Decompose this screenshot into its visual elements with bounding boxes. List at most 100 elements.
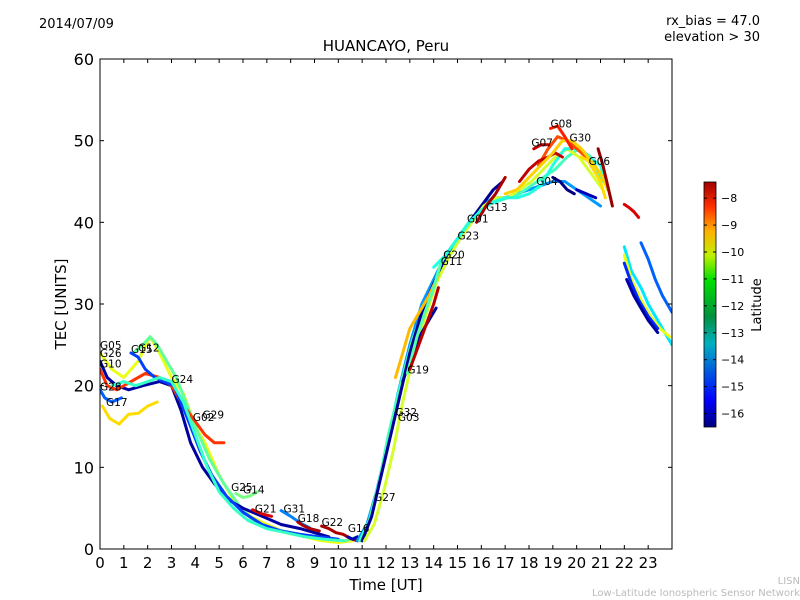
x-tick-label: 21 — [591, 554, 610, 572]
satellite-label: G08 — [551, 119, 573, 131]
rx-bias-label: rx_bias = 47.0 — [666, 14, 760, 29]
satellite-label: G06 — [589, 156, 611, 168]
colorbar-tick-label: −10 — [721, 246, 744, 259]
tec-series-line — [622, 245, 672, 347]
y-tick-label: 50 — [74, 132, 94, 151]
satellite-label: G19 — [407, 364, 429, 376]
colorbar-label: Latitude — [750, 278, 765, 332]
tec-series-line — [405, 253, 448, 375]
satellite-label: G13 — [486, 202, 508, 214]
y-tick-label: 60 — [74, 50, 94, 69]
x-tick-label: 18 — [519, 554, 538, 572]
x-tick-label: 22 — [615, 554, 634, 572]
x-tick-label: 11 — [353, 554, 372, 572]
satellite-label: G18 — [298, 513, 320, 525]
satellite-label: G31 — [284, 503, 306, 515]
colorbar-ticks: −8 −9 −10 −11 −12 −13 −14 −15 −16 — [704, 192, 744, 421]
colorbar-tick-label: −16 — [721, 408, 744, 421]
tec-series-line — [532, 143, 550, 151]
tec-series-line — [575, 188, 598, 200]
satellite-label: G12 — [138, 342, 160, 354]
satellite-label: G14 — [243, 485, 265, 497]
satellite-label: G15 — [131, 344, 153, 356]
x-tick-label: 2 — [143, 554, 153, 572]
tec-series-line — [622, 261, 660, 330]
tec-series-line — [549, 124, 574, 151]
satellite-label: G30 — [570, 133, 592, 145]
x-tick-label: 12 — [376, 554, 395, 572]
x-axis-label: Time [UT] — [348, 576, 422, 594]
satellite-label: G02 — [193, 412, 215, 424]
tec-series-line — [503, 139, 610, 196]
y-tick-label: 30 — [74, 295, 94, 314]
tec-series-line — [639, 241, 672, 314]
colorbar: −8 −9 −10 −11 −12 −13 −14 −15 −16 Latitude — [703, 181, 765, 428]
tec-series-line — [579, 155, 607, 200]
y-tick-label: 0 — [84, 540, 94, 559]
y-tick-label: 40 — [74, 213, 94, 232]
tec-series-line — [622, 253, 672, 339]
tec-series-line — [622, 202, 641, 219]
series-layer — [100, 124, 672, 544]
colorbar-tick-label: −8 — [721, 192, 737, 205]
x-tick-label: 13 — [400, 554, 419, 572]
tec-series-line — [110, 376, 345, 543]
satellite-label: G11 — [441, 256, 463, 268]
tec-series-line — [100, 359, 331, 539]
x-tick-label: 3 — [167, 554, 177, 572]
x-tick-label: 8 — [286, 554, 296, 572]
y-axis-label: TEC [UNITS] — [52, 259, 70, 351]
x-tick-label: 4 — [191, 554, 201, 572]
x-tick-label: 1 — [119, 554, 129, 572]
x-tick-label: 6 — [238, 554, 248, 572]
x-tick-label: 9 — [310, 554, 320, 572]
elevation-label: elevation > 30 — [664, 30, 760, 45]
colorbar-tick-label: −9 — [721, 219, 737, 232]
x-axis: 0 1 2 3 4 5 6 7 8 9 10 11 12 13 14 15 16 17 18 19 20 21 22 23 — [95, 59, 658, 572]
satellite-label: G20 — [443, 249, 465, 261]
x-tick-label: 5 — [214, 554, 224, 572]
tec-series-line — [251, 508, 274, 518]
date-label: 2014/07/09 — [39, 17, 114, 32]
tec-series-line — [234, 490, 259, 500]
y-tick-label: 10 — [74, 458, 94, 477]
x-tick-label: 15 — [448, 554, 467, 572]
tec-series-line — [408, 286, 440, 371]
tec-series-line — [346, 535, 359, 541]
tec-series-line — [296, 520, 321, 533]
tec-series-line — [625, 278, 660, 335]
satellite-label: G16 — [348, 523, 370, 535]
network-name: Low-Latitude Ionospheric Sensor Network — [592, 588, 800, 599]
tec-series-line — [596, 147, 614, 208]
satellite-label: G21 — [255, 503, 277, 515]
colorbar-gradient — [703, 181, 717, 428]
satellite-label: G03 — [398, 412, 420, 424]
colorbar-tick-label: −14 — [721, 354, 744, 367]
satellite-label: G22 — [322, 517, 344, 529]
network-abbrev: LISN — [777, 576, 800, 587]
x-tick-label: 17 — [496, 554, 515, 572]
x-tick-label: 14 — [424, 554, 443, 572]
colorbar-tick-label: −13 — [721, 327, 744, 340]
satellite-label: G23 — [458, 231, 480, 243]
tec-series-line — [518, 151, 564, 183]
satellite-label: G01 — [467, 213, 489, 225]
x-tick-label: 10 — [329, 554, 348, 572]
tec-series-line — [129, 351, 340, 541]
x-tick-label: 19 — [543, 554, 562, 572]
satellite-label: G25 — [231, 482, 253, 494]
colorbar-tick-label: −11 — [721, 273, 744, 286]
x-tick-label: 16 — [472, 554, 491, 572]
colorbar-tick-label: −12 — [721, 300, 744, 313]
x-tick-label: 0 — [95, 554, 105, 572]
x-tick-label: 20 — [567, 554, 586, 572]
y-axis: 0 10 20 30 40 50 60 — [74, 50, 672, 559]
tec-series-line — [100, 400, 159, 426]
satellite-label: G32 — [396, 407, 418, 419]
satellite-label: G24 — [172, 374, 194, 386]
satellite-label: G28 — [100, 382, 122, 394]
tec-series-line — [475, 175, 507, 224]
satellite-label: G05 — [100, 340, 122, 352]
